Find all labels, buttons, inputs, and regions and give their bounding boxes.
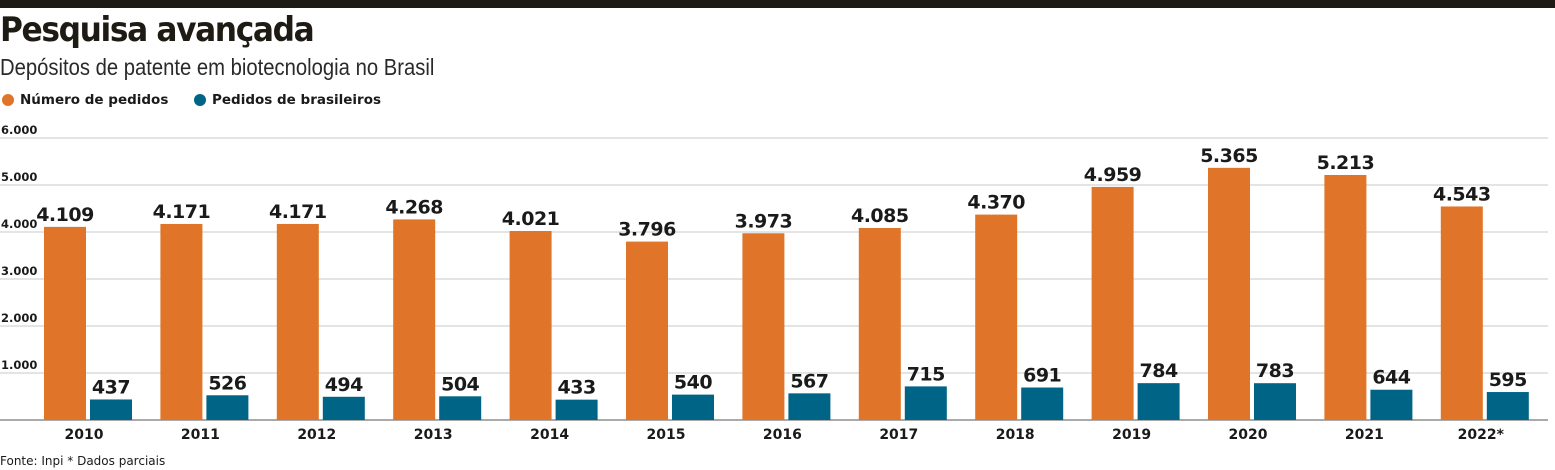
bar-numero-de-pedidos [1091,186,1134,420]
data-label-numero-de-pedidos: 4.021 [502,208,560,230]
bar-numero-de-pedidos [1440,206,1483,420]
bar-pedidos-de-brasileiros [1486,392,1529,420]
data-label-numero-de-pedidos: 4.959 [1084,164,1142,186]
data-label-numero-de-pedidos: 3.973 [735,210,793,232]
x-tick-label: 2017 [879,427,918,443]
data-label-pedidos-de-brasileiros: 567 [790,370,828,392]
x-tick-label: 2021 [1345,427,1384,443]
y-tick-label: 2.000 [1,311,37,325]
data-label-numero-de-pedidos: 5.365 [1200,145,1258,167]
y-tick-label: 1.000 [1,358,37,372]
x-tick-label: 2014 [530,427,569,443]
bar-numero-de-pedidos [1208,167,1250,420]
data-label-pedidos-de-brasileiros: 494 [325,374,363,396]
bar-numero-de-pedidos [742,233,785,420]
x-tick-label: 2020 [1229,427,1268,443]
data-label-numero-de-pedidos: 4.171 [153,201,211,223]
bar-numero-de-pedidos [975,214,1018,420]
data-label-numero-de-pedidos: 5.213 [1317,152,1375,174]
legend: Número de pedidos Pedidos de brasileiros [0,92,600,112]
data-label-pedidos-de-brasileiros: 540 [674,372,712,394]
data-label-numero-de-pedidos: 4.268 [385,196,443,218]
x-tick-label: 2010 [65,427,104,443]
bar-pedidos-de-brasileiros [1021,387,1064,420]
source-note: Fonte: Inpi * Dados parciais [0,454,166,468]
y-tick-label: 5.000 [1,170,37,184]
legend-label: Pedidos de brasileiros [212,92,382,108]
bar-pedidos-de-brasileiros [322,396,365,420]
x-tick-label: 2013 [414,427,453,443]
data-label-numero-de-pedidos: 4.543 [1433,183,1491,205]
data-label-numero-de-pedidos: 4.171 [269,201,327,223]
data-label-pedidos-de-brasileiros: 715 [907,363,945,385]
bar-chart: 1.000 2.000 3.000 4.000 5.000 6.000 4.109 437 20… [0,123,1548,443]
data-label-numero-de-pedidos: 4.370 [967,192,1025,214]
bar-numero-de-pedidos [160,223,203,420]
legend-label: Número de pedidos [20,92,169,108]
x-tick-label: 2016 [763,427,802,443]
data-label-pedidos-de-brasileiros: 783 [1256,360,1294,382]
x-tick-label: 2018 [996,427,1035,443]
x-tick-label: 2012 [297,427,336,443]
bar-pedidos-de-brasileiros [439,396,482,420]
bar-pedidos-de-brasileiros [206,395,249,420]
y-tick-label: 4.000 [1,217,37,231]
data-label-pedidos-de-brasileiros: 526 [208,372,246,394]
bar-numero-de-pedidos [393,219,436,420]
bar-pedidos-de-brasileiros [1370,389,1413,420]
data-label-pedidos-de-brasileiros: 644 [1372,367,1410,389]
bar-numero-de-pedidos [276,223,319,420]
legend-swatch-blue [194,94,206,106]
data-label-numero-de-pedidos: 3.796 [618,219,676,241]
legend-item-numero-de-pedidos: Número de pedidos [2,92,168,108]
top-rule [0,0,1555,8]
bar-pedidos-de-brasileiros [788,393,831,420]
x-tick-label: 2011 [181,427,220,443]
data-label-pedidos-de-brasileiros: 433 [558,377,596,399]
x-tick-label: 2015 [647,427,686,443]
bar-pedidos-de-brasileiros [1137,383,1180,420]
bar-pedidos-de-brasileiros [90,399,132,420]
y-tick-label: 3.000 [1,264,37,278]
data-label-pedidos-de-brasileiros: 437 [92,376,130,398]
legend-swatch-orange [2,94,14,106]
x-tick-label: 2022* [1458,427,1505,443]
bar-numero-de-pedidos [509,231,552,420]
x-tick-label: 2019 [1112,427,1151,443]
bar-numero-de-pedidos [1324,174,1367,420]
data-label-numero-de-pedidos: 4.109 [36,204,94,226]
data-label-pedidos-de-brasileiros: 784 [1140,360,1178,382]
data-label-numero-de-pedidos: 4.085 [851,205,909,227]
bar-pedidos-de-brasileiros [1254,383,1296,420]
data-label-pedidos-de-brasileiros: 595 [1489,369,1527,391]
bar-numero-de-pedidos [626,241,668,420]
y-tick-label: 6.000 [1,123,37,137]
bar-numero-de-pedidos [858,228,901,420]
chart-title: Pesquisa avançada [0,10,315,50]
bar-pedidos-de-brasileiros [672,394,714,420]
bar-pedidos-de-brasileiros [555,399,598,420]
data-label-pedidos-de-brasileiros: 691 [1023,365,1061,387]
bar-pedidos-de-brasileiros [904,386,947,420]
legend-item-pedidos-de-brasileiros: Pedidos de brasileiros [194,92,381,108]
bar-numero-de-pedidos [44,226,86,420]
chart-subtitle: Depósitos de patente em biotecnologia no… [0,54,435,80]
data-label-pedidos-de-brasileiros: 504 [441,373,479,395]
